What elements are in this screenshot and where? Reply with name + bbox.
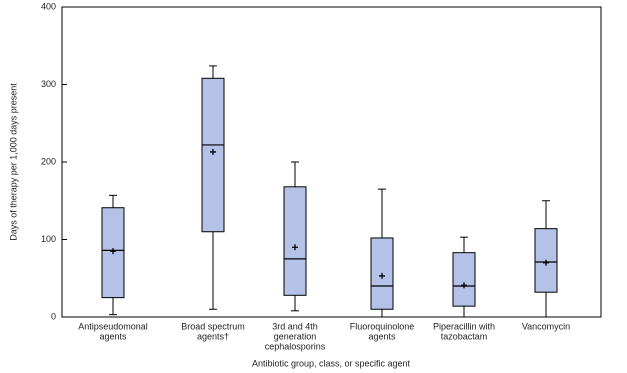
box <box>452 252 476 307</box>
x-tick-label: Piperacillin with <box>433 321 495 331</box>
mean-marker <box>543 259 549 266</box>
x-tick-label: agents <box>99 331 127 341</box>
y-tick-label: 100 <box>41 234 56 244</box>
x-tick-label: Fluoroquinolone <box>350 321 415 331</box>
y-tick-label: 300 <box>41 79 56 89</box>
mean-marker <box>210 148 216 155</box>
mean-marker <box>110 248 116 255</box>
plot-frame <box>61 6 602 318</box>
x-tick-label: agents <box>368 331 396 341</box>
x-tick-label: generation <box>274 331 317 341</box>
mean-marker <box>379 272 385 279</box>
x-tick-label: cephalosporins <box>265 341 326 351</box>
y-tick-label: 400 <box>41 1 56 11</box>
y-tick-label: 200 <box>41 156 56 166</box>
box <box>283 186 307 296</box>
y-axis-title: Days of therapy per 1,000 days present <box>8 83 18 241</box>
x-tick-label: agents† <box>197 331 229 341</box>
x-axis-title: Antibiotic group, class, or specific age… <box>252 358 411 368</box>
x-tick-label: Vancomycin <box>522 321 570 331</box>
box <box>201 77 225 233</box>
x-tick-label: Antipseudomonal <box>78 321 148 331</box>
x-tick-label: tazobactam <box>441 331 488 341</box>
mean-marker <box>292 244 298 251</box>
x-tick-label: Broad spectrum <box>181 321 245 331</box>
y-tick-label: 0 <box>51 311 56 321</box>
x-tick-label: 3rd and 4th <box>272 321 318 331</box>
mean-marker <box>461 282 467 289</box>
